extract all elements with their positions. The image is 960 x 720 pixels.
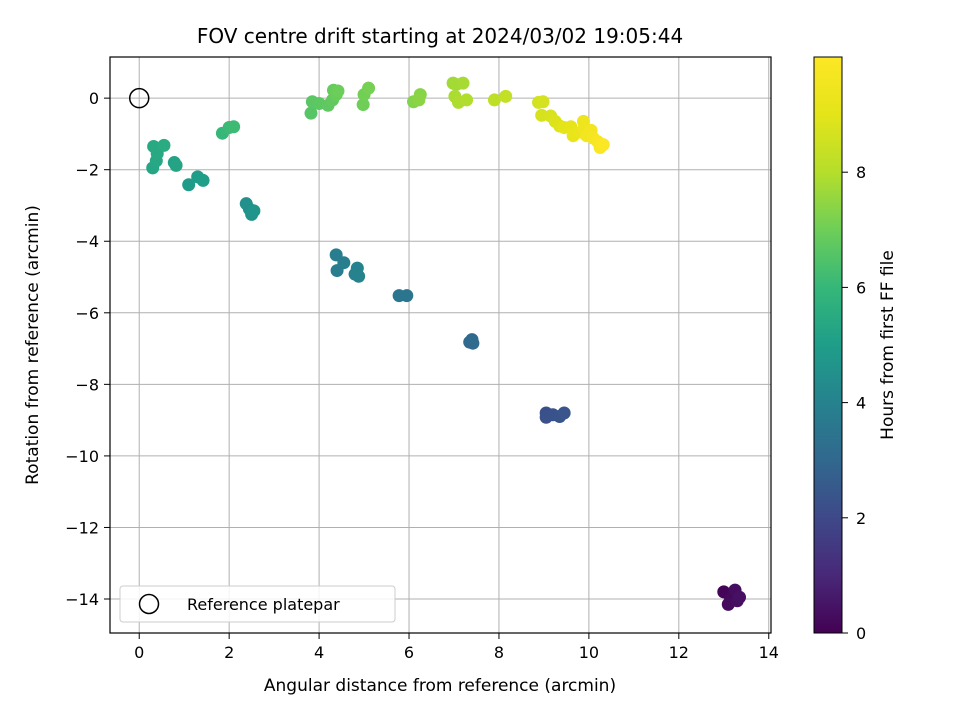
colorbar-tick-label: 0 — [856, 624, 866, 643]
data-points — [146, 76, 747, 611]
data-point — [499, 89, 513, 103]
colorbar-tick-label: 2 — [856, 509, 866, 528]
x-tick-label: 10 — [579, 643, 599, 662]
y-tick-label: −8 — [75, 375, 99, 394]
colorbar-gradient — [813, 56, 843, 634]
data-point — [557, 406, 571, 420]
data-point — [157, 138, 171, 152]
data-point — [337, 256, 351, 270]
y-tick-label: −4 — [75, 232, 99, 251]
data-point — [460, 93, 474, 107]
data-point — [456, 76, 470, 90]
data-point — [356, 98, 370, 112]
data-point — [331, 84, 345, 98]
x-tick-label: 8 — [494, 643, 504, 662]
y-tick-label: −6 — [75, 304, 99, 323]
data-point — [352, 269, 366, 283]
data-point — [227, 120, 241, 134]
colorbar-tick-label: 6 — [856, 278, 866, 297]
y-tick-label: −12 — [65, 518, 99, 537]
data-point — [400, 289, 414, 303]
plot-frame — [109, 56, 772, 634]
data-point — [466, 336, 480, 350]
legend-marker — [138, 593, 160, 615]
legend-box — [119, 585, 396, 623]
y-tick-label: −14 — [65, 590, 99, 609]
data-point — [196, 173, 210, 187]
reference-marker — [128, 87, 150, 109]
x-tick-label: 6 — [404, 643, 414, 662]
y-axis-label: Rotation from reference (arcmin) — [23, 205, 43, 485]
x-tick-label: 2 — [224, 643, 234, 662]
data-point — [304, 106, 318, 120]
data-point — [147, 139, 161, 153]
colorbar-tick-label: 8 — [856, 163, 866, 182]
x-tick-label: 4 — [314, 643, 324, 662]
data-point — [169, 158, 183, 172]
data-point — [362, 81, 376, 95]
data-point — [412, 93, 426, 107]
x-tick-label: 12 — [669, 643, 689, 662]
y-tick-label: −10 — [65, 447, 99, 466]
grid — [110, 57, 771, 633]
colorbar-label: Hours from first FF file — [878, 250, 898, 440]
data-point — [536, 95, 550, 109]
data-point — [733, 590, 747, 604]
colorbar-ticks: 0 2 4 6 8 — [842, 163, 866, 643]
colorbar-tick-label: 4 — [856, 394, 866, 413]
legend: Reference platepar — [119, 585, 396, 623]
y-tick-label: −2 — [75, 161, 99, 180]
data-point — [247, 204, 261, 218]
y-tick-label: 0 — [89, 89, 99, 108]
data-point — [596, 138, 610, 152]
y-axis-ticks: 0 −2 −4 −6 −8 −10 −12 −14 — [65, 89, 110, 609]
x-axis-ticks: 0 2 4 6 8 10 12 14 — [134, 633, 779, 662]
data-point — [182, 178, 196, 192]
x-tick-label: 0 — [134, 643, 144, 662]
chart-title: FOV centre drift starting at 2024/03/02 … — [197, 24, 683, 48]
colorbar: 0 2 4 6 8 Hours from first FF file — [813, 56, 898, 643]
legend-entry-reference: Reference platepar — [187, 595, 340, 614]
x-axis-label: Angular distance from reference (arcmin) — [264, 676, 616, 696]
x-tick-label: 14 — [759, 643, 779, 662]
data-point — [487, 93, 501, 107]
